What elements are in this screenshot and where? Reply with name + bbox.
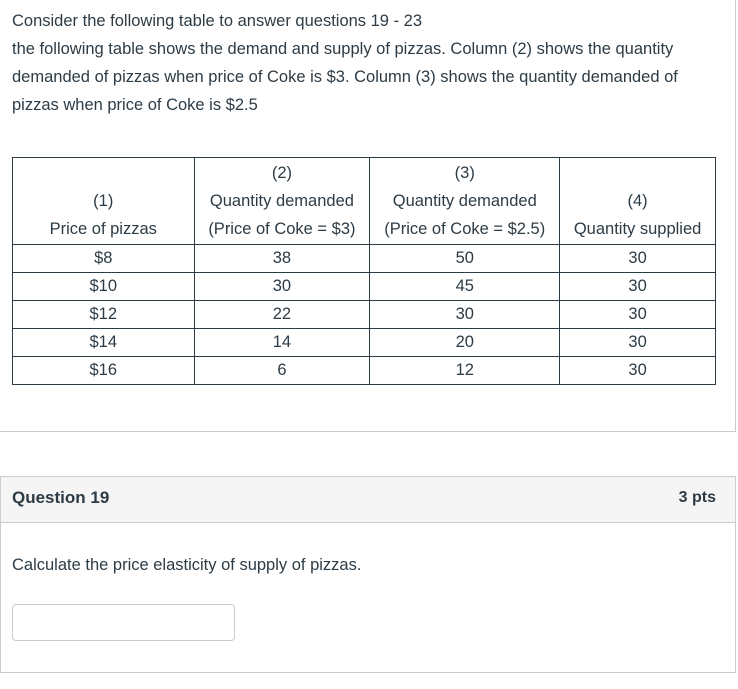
table-row: $16 6 12 30	[12, 356, 716, 385]
table-row: $14 14 20 30	[12, 328, 716, 357]
intro-line-1: Consider the following table to answer q…	[12, 12, 422, 30]
header-col-3-label: Quantity demanded	[392, 192, 537, 210]
cell-qd-coke-3: 38	[193, 244, 371, 273]
header-col-1-num: (1)	[93, 192, 114, 210]
header-col-4: (4) Quantity supplied	[559, 157, 716, 245]
cell-price: $12	[12, 300, 195, 329]
cell-price: $14	[12, 328, 195, 357]
cell-qd-coke-2-5: 30	[369, 300, 561, 329]
header-col-4-num: (4)	[627, 192, 648, 210]
question-title: Question 19	[12, 488, 110, 507]
cell-qd-coke-3: 6	[193, 356, 371, 385]
cell-qs: 30	[559, 356, 716, 385]
cell-price: $10	[12, 272, 195, 301]
question-text: Calculate the price elasticity of supply…	[12, 556, 362, 574]
cell-qd-coke-3: 30	[193, 272, 371, 301]
header-col-2-label: Quantity demanded	[209, 192, 354, 210]
cell-qd-coke-2-5: 12	[369, 356, 561, 385]
cell-qd-coke-3: 14	[193, 328, 371, 357]
cell-qd-coke-2-5: 45	[369, 272, 561, 301]
header-col-1: (1) Price of pizzas	[12, 157, 195, 245]
header-col-2: (2) Quantity demanded (Price of Coke = $…	[193, 157, 371, 245]
header-col-1-label: Price of pizzas	[49, 220, 157, 238]
table-header-row: (1) Price of pizzas (2) Quantity demande…	[12, 157, 716, 245]
intro-line-2: the following table shows the demand and…	[12, 40, 678, 114]
cell-qs: 30	[559, 328, 716, 357]
table-row: $8 38 50 30	[12, 244, 716, 273]
intro-text: Consider the following table to answer q…	[12, 7, 727, 119]
question-card: Question 19 3 pts Calculate the price el…	[0, 476, 736, 673]
intro-section: Consider the following table to answer q…	[0, 0, 736, 432]
header-col-2-sublabel: (Price of Coke = $3)	[208, 220, 356, 238]
answer-input[interactable]	[12, 604, 235, 641]
cell-price: $8	[12, 244, 195, 273]
cell-qd-coke-2-5: 50	[369, 244, 561, 273]
header-col-4-label: Quantity supplied	[573, 220, 702, 238]
table-row: $10 30 45 30	[12, 272, 716, 301]
cell-qs: 30	[559, 244, 716, 273]
cell-qs: 30	[559, 300, 716, 329]
cell-price: $16	[12, 356, 195, 385]
header-col-3: (3) Quantity demanded (Price of Coke = $…	[369, 157, 561, 245]
header-col-3-sublabel: (Price of Coke = $2.5)	[384, 220, 546, 238]
cell-qd-coke-2-5: 20	[369, 328, 561, 357]
question-points: 3 pts	[678, 489, 716, 506]
pizza-demand-supply-table: (1) Price of pizzas (2) Quantity demande…	[12, 157, 716, 385]
header-col-3-num: (3)	[454, 164, 475, 182]
table-row: $12 22 30 30	[12, 300, 716, 329]
header-col-2-num: (2)	[271, 164, 292, 182]
cell-qd-coke-3: 22	[193, 300, 371, 329]
question-header: Question 19 3 pts	[1, 477, 735, 523]
cell-qs: 30	[559, 272, 716, 301]
